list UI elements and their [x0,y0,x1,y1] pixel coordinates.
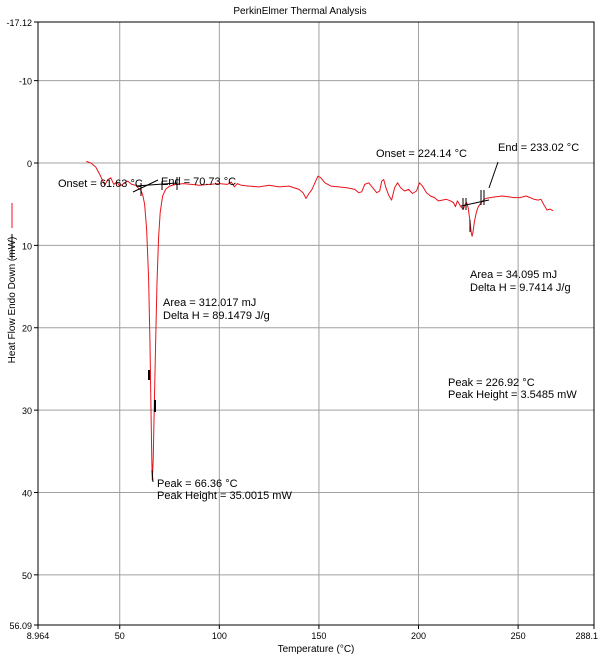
plot-frame [37,21,595,626]
delta1-label: Delta H = 89.1479 J/g [163,310,270,322]
x-axis-title: Temperature (°C) [278,644,355,655]
y-tick-label: 10 [22,241,32,251]
y-axis-ticks: -17.12 -10 0 10 20 30 40 50 56.09 [6,18,38,631]
x-tick-label: 100 [212,631,227,641]
peak1-baseline [135,182,178,187]
series-group [86,160,554,481]
y-tick-label: -10 [19,77,32,87]
peak2-markers [460,161,499,232]
peak1-label: Peak = 66.36 °C [157,478,238,490]
x-tick-label: 8.964 [27,631,50,641]
x-tick-label: 200 [411,631,426,641]
x-axis-ticks: 8.964 50 100 150 200 250 288.1 [27,625,598,641]
grid [38,22,594,625]
y-tick-label: 50 [22,571,32,581]
peak1-onset-tangent [132,179,159,193]
y-axis-title: Heat Flow Endo Down (mW) [7,237,18,364]
area2-label: Area = 34.095 mJ [470,269,557,281]
height2-label: Peak Height = 3.5485 mW [448,389,577,401]
x-tick-label: 50 [115,631,125,641]
y-tick-label: 20 [22,324,32,334]
area1-label: Area = 312.017 mJ [163,297,256,309]
peak2-label: Peak = 226.92 °C [448,377,535,389]
x-tick-label: 250 [511,631,526,641]
onset2-label: Onset = 224.14 °C [376,148,467,160]
y-tick-label: 40 [22,488,32,498]
chart-title: PerkinElmer Thermal Analysis [233,6,366,17]
peak1-peak-marker [151,469,154,483]
y-tick-label: 56.09 [9,621,32,631]
end2-label: End = 233.02 °C [498,142,579,154]
height1-label: Peak Height = 35.0015 mW [157,490,292,502]
delta2-label: Delta H = 9.7414 J/g [470,282,571,294]
onset1-label: Onset = 61.63 °C [58,178,143,190]
x-tick-label: 288.1 [575,631,598,641]
y-tick-label: 0 [27,159,32,169]
y-tick-label: -17.12 [6,18,32,28]
peak1-markers [132,177,178,483]
x-tick-label: 150 [311,631,326,641]
y-tick-label: 30 [22,406,32,416]
series-line [86,160,554,481]
end1-label: End = 70.73 °C [161,176,236,188]
peak2-leader [488,161,499,189]
